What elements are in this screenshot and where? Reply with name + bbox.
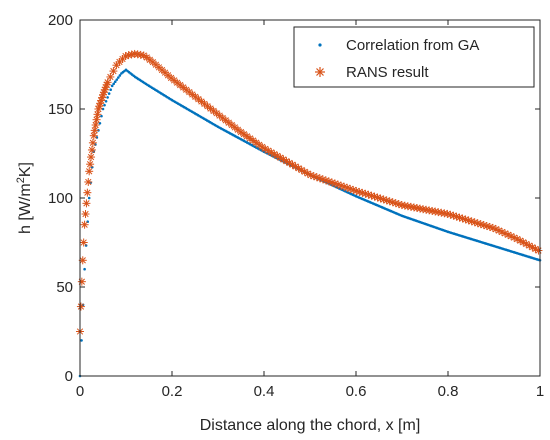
y-tick-label: 200 [48,12,73,29]
correlation-point [83,267,86,271]
correlation-point [115,78,119,81]
correlation-point [106,96,109,99]
rans-point [106,72,115,81]
correlation-point [109,88,112,92]
correlation-point [118,74,122,77]
rans-point [516,236,525,245]
x-tick-label: 1 [536,383,544,400]
rans-point [434,208,443,217]
correlation-point [98,121,102,125]
correlation-point [104,99,108,103]
rans-point [443,209,452,218]
x-tick-label: 0.4 [254,383,275,400]
series-layer [76,49,543,378]
correlation-point [110,84,114,88]
y-axis-label-main: h [W/m [17,183,34,234]
x-axis-label: Distance along the chord, x [m] [200,417,421,434]
correlation-point [113,80,117,84]
rans-point [267,148,276,157]
rans-point [88,138,97,147]
y-tick-label: 150 [48,101,73,118]
x-tick-label: 0 [76,383,84,400]
rans-point [352,186,361,195]
correlation-point [80,339,83,342]
rans-point [91,121,100,130]
x-tick-label: 0.8 [438,383,459,400]
rans-point [90,126,99,135]
rans-point [83,188,92,197]
y-tick-label: 0 [65,368,73,385]
y-axis-label-superscript: 2 [15,177,27,183]
rans-point [100,85,109,94]
x-axis-ticks: 0 0.2 0.4 0.6 0.8 1 [76,20,544,400]
legend-box [293,26,535,88]
rans-point [86,160,95,169]
correlation-point [101,107,105,111]
correlation-point [103,103,106,107]
correlation-point [112,82,116,86]
rans-point [84,177,93,186]
legend-label-rans: RANS result [346,64,429,81]
rans-point [93,110,102,119]
rans-point [534,246,543,255]
correlation-point [87,196,91,200]
x-tick-label: 0.6 [346,383,367,400]
legend-label-correlation: Correlation from GA [346,37,479,54]
rans-point [81,210,90,219]
y-axis-label-unit: K] [17,162,34,177]
rans-point [87,145,96,154]
legend-marker-correlation [318,43,322,47]
y-tick-label: 100 [48,190,73,207]
rans-point [77,277,86,286]
y-axis-ticks: 0 50 100 150 200 [48,12,540,385]
y-axis-label: h [W/m2K] [15,162,34,234]
rans-point [252,138,261,147]
correlation-point [117,76,120,79]
x-tick-label: 0.2 [162,383,183,400]
correlation-point [107,92,111,95]
rans-point [82,199,91,208]
correlation-point [100,114,103,118]
rans-point [79,238,88,247]
rans-point [89,131,98,140]
rans-point [92,115,101,124]
rans-point [76,302,85,311]
rans-point [513,235,522,244]
y-tick-label: 50 [56,279,73,296]
rans-point [85,167,94,176]
rans-point [376,194,385,203]
rans-point [80,220,89,229]
rans-point [87,153,96,162]
rans-point [109,67,118,76]
legend: Correlation from GA RANS result [293,26,535,88]
rans-point [346,184,355,193]
series-rans [76,49,543,336]
legend-marker-rans [315,67,325,77]
